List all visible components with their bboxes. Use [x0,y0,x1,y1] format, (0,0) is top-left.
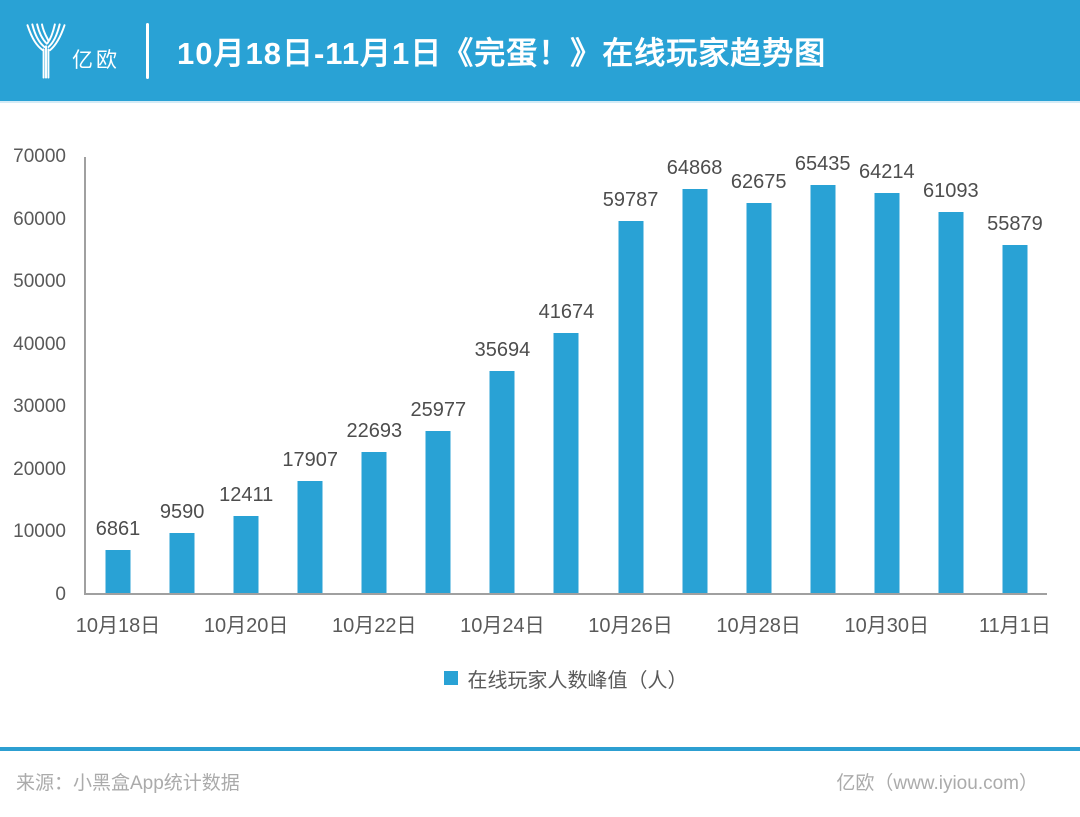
brand-logo: 亿欧 [24,22,120,80]
bar-slot: 61093 [919,157,983,593]
source-credit: 来源：小黑盒App统计数据 [16,772,240,794]
bar-slot: 41674 [534,157,598,593]
bar-slot: 6861 10月18日 [76,157,161,637]
plot-area: 6861 10月18日 9590 12411 10月20日 17907 22693 10月22… [76,153,1051,637]
bar-value-label: 22693 [346,419,403,442]
footer-divider [0,747,1080,751]
x-tick-label: 10月24日 [460,615,545,637]
bar-value-label: 61093 [923,180,979,203]
bar [297,481,323,593]
bar [553,333,579,593]
bar-slot: 59787 10月26日 [588,157,673,637]
bar-value-label: 64214 [858,161,915,184]
bar [233,515,259,593]
y-tick-label: 40000 [13,333,66,355]
bar-value-label: 59787 [602,188,659,211]
brand-name: 亿欧 [72,48,120,72]
bar [874,193,900,593]
bar [746,202,772,593]
bar-slot: 12411 10月20日 [204,157,289,637]
bar-value-label: 9590 [159,501,205,524]
legend-label: 在线玩家人数峰值（人） [467,669,688,692]
bar-value-label: 12411 [219,483,274,506]
y-tick-label: 50000 [13,271,66,293]
x-tick-label: 10月22日 [332,615,417,637]
legend-marker-icon [443,671,458,685]
y-tick-label: 0 [55,584,66,605]
bar-value-label: 65435 [794,153,851,176]
bar [361,451,387,593]
bar-slot: 22693 10月22日 [332,157,417,637]
y-tick-label: 10000 [13,521,66,543]
bar [1002,244,1028,593]
bar-value-label: 17907 [282,449,339,472]
bar-value-label: 64868 [666,156,723,179]
bar [489,370,515,593]
bar-value-label: 41674 [538,301,595,324]
y-tick-label: 60000 [13,208,66,230]
legend: 在线玩家人数峰值（人） [84,665,1047,692]
bar-slot: 64214 10月30日 [845,157,930,637]
y-tick-label: 70000 [13,146,66,167]
bar [105,550,131,593]
bar-value-label: 62675 [730,170,787,193]
x-tick-label: 11月1日 [978,615,1051,637]
x-tick-label: 10月26日 [588,615,673,637]
bar [169,533,195,593]
bar-slot: 55879 11月1日 [979,157,1051,637]
bar-value-label: 25977 [410,399,467,422]
iyiou-logo-icon [26,22,66,79]
y-axis: 0 10000 20000 30000 40000 50000 60000 70000 [0,146,66,605]
bar-slot: 25977 [406,157,470,593]
bar [682,188,708,593]
header-divider [146,22,149,79]
site-credit: 亿欧（www.iyiou.com） [836,772,1038,794]
footer: 来源：小黑盒App统计数据 亿欧（www.iyiou.com） [0,751,1080,817]
bar-slot: 9590 [150,157,214,593]
y-tick-label: 30000 [13,396,66,418]
x-tick-label: 10月20日 [203,615,289,637]
bar [810,185,836,593]
bar-slot: 65435 [791,153,855,593]
bar-slot: 62675 10月28日 [716,157,801,637]
x-tick-label: 10月18日 [75,615,161,637]
y-tick-label: 20000 [13,458,66,480]
header: 亿欧 10月18日-11月1日《完蛋！》在线玩家趋势图 [0,0,1080,103]
bar-value-label: 6861 [95,518,141,541]
bar-slot: 35694 10月24日 [460,157,545,637]
chart-title: 10月18日-11月1日《完蛋！》在线玩家趋势图 [177,36,827,71]
bar-value-label: 55879 [987,212,1043,235]
x-tick-label: 10月28日 [716,615,801,637]
bar-slot: 64868 [663,157,727,593]
bar [425,431,451,593]
bar-value-label: 35694 [474,338,531,361]
bar-slot: 17907 [278,157,342,593]
x-tick-label: 10月30日 [844,615,930,637]
bar [618,220,644,593]
bar [938,212,964,593]
